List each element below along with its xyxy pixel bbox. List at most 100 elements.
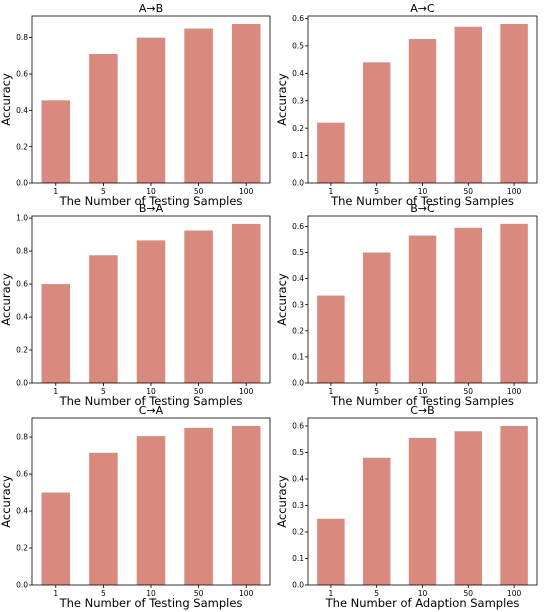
y-axis-label: Accuracy	[275, 273, 289, 326]
x-axis-label: The Number of Adaption Samples	[325, 596, 520, 610]
y-tick-label: 0.0	[16, 379, 28, 388]
chart-panel-3: 1 5 10 50 100 0.0 0.2 0.4 0.6 0.8 1.0 B→A The Number…	[0, 202, 271, 408]
y-tick-label: 0.8	[16, 433, 28, 442]
x-axis-label: The Number of Testing Samples	[59, 394, 243, 408]
y-tick-label: 0.2	[292, 124, 304, 133]
x-tick-label: 50	[194, 589, 204, 598]
x-tick-label: 5	[101, 589, 106, 598]
bar-1	[317, 518, 345, 585]
bar-100	[500, 425, 528, 585]
y-axis-label: Accuracy	[0, 73, 13, 126]
bar-10	[408, 235, 437, 383]
chart-panel-4: 1 5 10 50 100 0.0 0.1 0.2 0.3 0.4 0.5 0.6 B→C The Num…	[275, 202, 538, 408]
y-tick-label: 0.8	[16, 247, 28, 256]
x-tick-label: 50	[194, 187, 204, 196]
x-tick-label: 100	[507, 187, 522, 196]
x-tick-label: 5	[374, 387, 379, 396]
x-tick-label: 50	[194, 387, 204, 396]
bar-50	[454, 26, 483, 184]
bar-5	[362, 62, 391, 183]
x-axis-label: The Number of Testing Samples	[59, 596, 243, 610]
bar-10	[136, 436, 166, 585]
x-tick-label: 10	[418, 187, 428, 196]
chart-title: B→A	[139, 202, 164, 215]
chart-title: B→C	[410, 202, 435, 215]
y-axis-label: Accuracy	[275, 73, 289, 126]
y-tick-label: 0.0	[292, 179, 304, 188]
y-tick-label: 0.4	[292, 69, 304, 78]
bar-10	[408, 39, 437, 183]
y-tick-label: 0.0	[292, 379, 304, 388]
x-tick-label: 100	[239, 589, 254, 598]
y-tick-label: 0.0	[16, 179, 28, 188]
y-axis-label: Accuracy	[0, 273, 13, 326]
bar-100	[231, 425, 261, 585]
y-tick-label: 0.4	[292, 475, 304, 484]
x-tick-label: 1	[53, 187, 58, 196]
y-tick-label: 0.6	[16, 470, 28, 479]
y-tick-label: 1.0	[16, 214, 28, 223]
x-tick-label: 10	[146, 589, 156, 598]
y-tick-label: 0.2	[292, 528, 304, 537]
x-tick-label: 100	[507, 387, 522, 396]
chart-panel-1: 1 5 10 50 100 0.0 0.2 0.4 0.6 0.8 A→B The Number of…	[0, 2, 271, 208]
x-tick-label: 50	[464, 187, 474, 196]
y-axis-label: Accuracy	[275, 475, 289, 528]
y-tick-label: 0.6	[292, 422, 304, 431]
x-tick-label: 100	[239, 387, 254, 396]
bar-50	[184, 427, 213, 585]
y-tick-label: 0.6	[292, 14, 304, 23]
y-tick-label: 0.8	[16, 33, 28, 42]
chart-panel-5: 1 5 10 50 100 0.0 0.2 0.4 0.6 0.8 C→A The Number of…	[0, 404, 271, 610]
x-tick-label: 10	[146, 387, 156, 396]
y-tick-label: 0.1	[292, 151, 304, 160]
x-tick-label: 1	[53, 387, 58, 396]
chart-panel-6: 1 5 10 50 100 0.0 0.1 0.2 0.3 0.4 0.5 0.6 C→B The Num…	[275, 404, 538, 610]
y-tick-label: 0.5	[292, 448, 304, 457]
bar-10	[408, 437, 437, 585]
bar-5	[362, 252, 391, 383]
bar-50	[454, 227, 483, 383]
chart-title: C→B	[410, 404, 434, 417]
y-tick-label: 0.0	[292, 581, 304, 590]
y-tick-label: 0.3	[292, 96, 304, 105]
chart-title: C→A	[139, 404, 164, 417]
chart-panel-2: 1 5 10 50 100 0.0 0.1 0.2 0.3 0.4 0.5 0.6 A→C The Num…	[275, 2, 538, 208]
y-tick-label: 0.2	[292, 326, 304, 335]
x-tick-label: 50	[464, 387, 474, 396]
x-tick-label: 1	[329, 187, 334, 196]
bar-50	[184, 230, 213, 383]
bar-1	[317, 122, 345, 183]
y-tick-label: 0.0	[16, 581, 28, 590]
x-tick-label: 5	[374, 589, 379, 598]
y-axis-label: Accuracy	[0, 475, 13, 528]
y-tick-label: 0.2	[16, 346, 28, 355]
bar-50	[454, 431, 483, 585]
x-tick-label: 5	[101, 187, 106, 196]
bar-5	[89, 452, 118, 585]
y-tick-label: 0.1	[292, 554, 304, 563]
x-tick-label: 5	[101, 387, 106, 396]
y-tick-label: 0.2	[16, 544, 28, 553]
y-tick-label: 0.6	[16, 70, 28, 79]
y-tick-label: 0.5	[292, 41, 304, 50]
x-axis-label: The Number of Testing Samples	[330, 194, 514, 208]
y-tick-label: 0.4	[16, 106, 28, 115]
bar-1	[317, 295, 345, 383]
y-tick-label: 0.3	[292, 501, 304, 510]
bar-1	[41, 100, 71, 183]
bar-10	[136, 240, 166, 383]
x-tick-label: 10	[418, 387, 428, 396]
x-tick-label: 10	[418, 589, 428, 598]
x-tick-label: 10	[146, 187, 156, 196]
bar-1	[41, 492, 71, 585]
x-tick-label: 50	[464, 589, 474, 598]
y-tick-label: 0.6	[16, 280, 28, 289]
chart-title: A→C	[410, 2, 435, 15]
bar-5	[89, 255, 118, 383]
y-tick-label: 0.1	[292, 353, 304, 362]
x-tick-label: 1	[53, 589, 58, 598]
y-tick-label: 0.4	[292, 274, 304, 283]
